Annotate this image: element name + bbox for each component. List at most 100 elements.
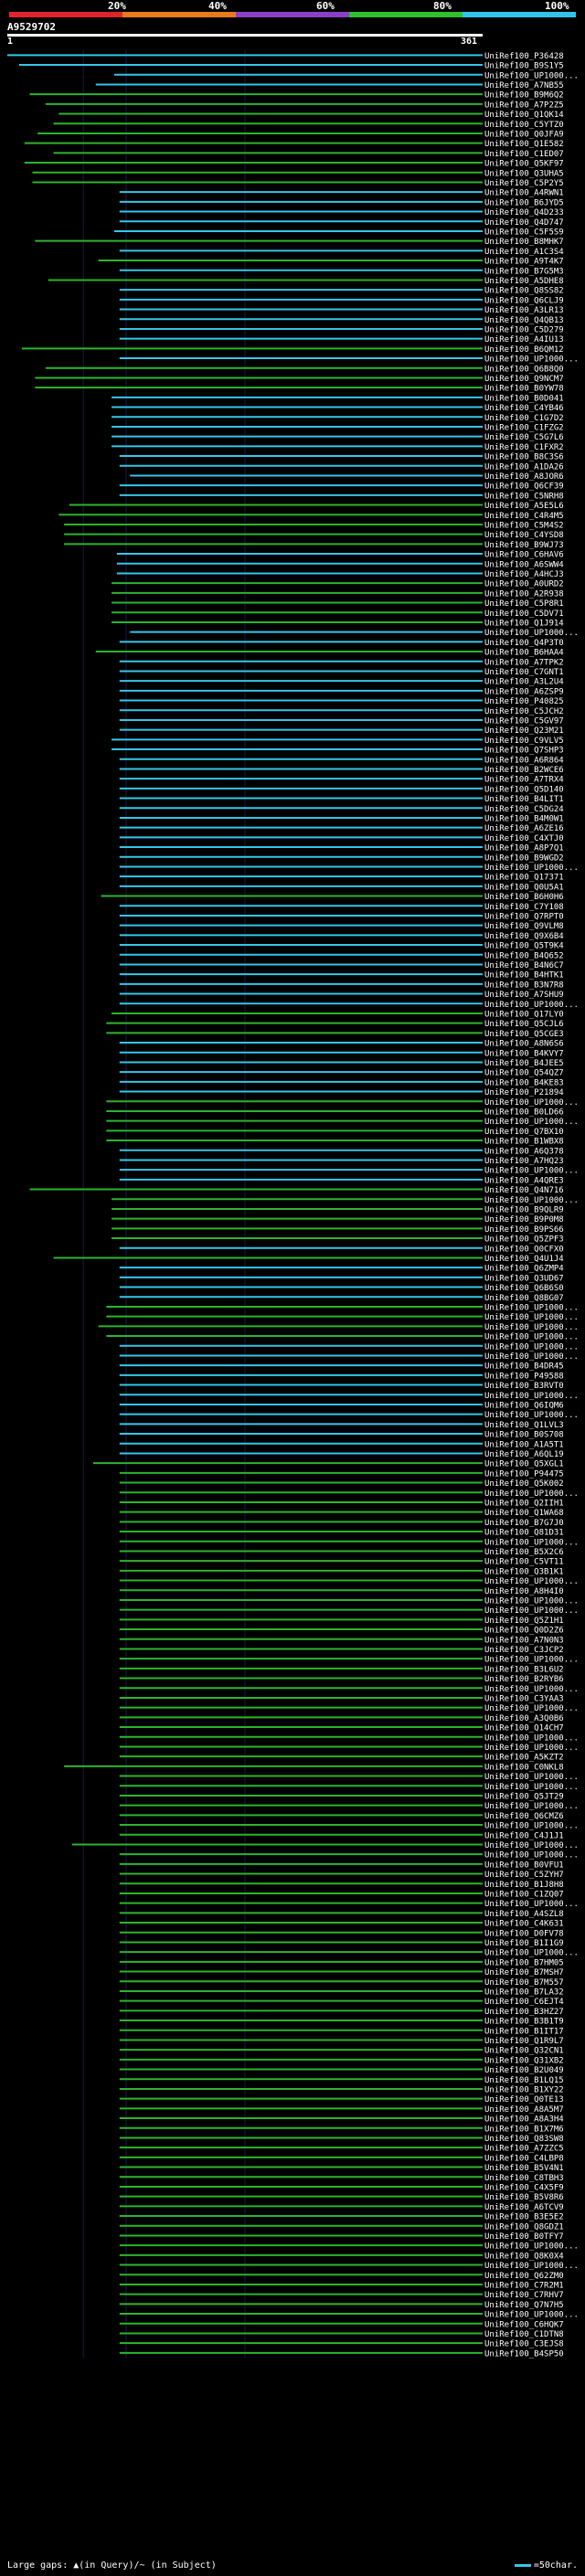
hit-label[interactable]: UniRef100_B3L6U2 [484, 1665, 564, 1674]
hit-label[interactable]: UniRef100_C3YAA3 [484, 1694, 564, 1703]
hit-label[interactable]: UniRef100_B2WCE6 [484, 766, 564, 775]
hit-label[interactable]: UniRef100_B7HM05 [484, 1958, 564, 1967]
hit-label[interactable]: UniRef100_Q5CJL6 [484, 1020, 564, 1029]
hit-label[interactable]: UniRef100_C9VLV5 [484, 737, 564, 746]
hit-label[interactable]: UniRef100_C5F5S9 [484, 228, 564, 237]
hit-label[interactable]: UniRef100_UP1000... [484, 1841, 579, 1850]
hit-label[interactable]: UniRef100_UP1000... [484, 1303, 579, 1312]
hit-label[interactable]: UniRef100_B1J8H8 [484, 1881, 564, 1890]
hit-label[interactable]: UniRef100_UP1000... [484, 71, 579, 80]
hit-label[interactable]: UniRef100_B6H0H6 [484, 893, 564, 902]
hit-label[interactable]: UniRef100_C6HQK7 [484, 2320, 564, 2329]
hit-label[interactable]: UniRef100_Q3B1K1 [484, 1567, 564, 1576]
hit-label[interactable]: UniRef100_Q8BG07 [484, 1294, 564, 1303]
hit-label[interactable]: UniRef100_Q5K002 [484, 1479, 564, 1489]
hit-label[interactable]: UniRef100_C5JCH2 [484, 707, 564, 716]
hit-label[interactable]: UniRef100_UP1000... [484, 1196, 579, 1205]
hit-label[interactable]: UniRef100_P49588 [484, 1372, 564, 1381]
hit-label[interactable]: UniRef100_C5G7L6 [484, 433, 564, 442]
hit-label[interactable]: UniRef100_C5NRH8 [484, 492, 564, 501]
hit-label[interactable]: UniRef100_B3E5E2 [484, 2213, 564, 2222]
hit-label[interactable]: UniRef100_A7N0N3 [484, 1636, 564, 1645]
hit-label[interactable]: UniRef100_Q5Z1H1 [484, 1617, 564, 1626]
hit-label[interactable]: UniRef100_UP1000... [484, 1802, 579, 1811]
hit-label[interactable]: UniRef100_UP1000... [484, 1118, 579, 1127]
hit-label[interactable]: UniRef100_Q0D2Z6 [484, 1627, 564, 1636]
hit-label[interactable]: UniRef100_B6JYD5 [484, 198, 564, 207]
hit-label[interactable]: UniRef100_A4IU13 [484, 335, 564, 345]
hit-label[interactable]: UniRef100_Q4D233 [484, 208, 564, 217]
hit-label[interactable]: UniRef100_B5V8R6 [484, 2193, 564, 2202]
hit-label[interactable]: UniRef100_A6Q378 [484, 1147, 564, 1156]
hit-label[interactable]: UniRef100_B3N7R8 [484, 981, 564, 990]
hit-label[interactable]: UniRef100_Q5JT29 [484, 1792, 564, 1801]
hit-label[interactable]: UniRef100_Q5D140 [484, 785, 564, 794]
hit-label[interactable]: UniRef100_B7G7J0 [484, 1519, 564, 1528]
hit-label[interactable]: UniRef100_B1WBX8 [484, 1138, 564, 1147]
hit-label[interactable]: UniRef100_Q5CGE3 [484, 1030, 564, 1039]
hit-label[interactable]: UniRef100_B4LIT1 [484, 795, 564, 804]
hit-label[interactable]: UniRef100_Q6CF39 [484, 482, 564, 492]
hit-label[interactable]: UniRef100_Q4QB13 [484, 316, 564, 325]
hit-label[interactable]: UniRef100_B4KE83 [484, 1078, 564, 1087]
hit-label[interactable]: UniRef100_B0YW78 [484, 385, 564, 394]
hit-label[interactable]: UniRef100_A6SWW4 [484, 560, 564, 569]
hit-label[interactable]: UniRef100_Q7N7H5 [484, 2301, 564, 2310]
hit-label[interactable]: UniRef100_UP1000... [484, 1822, 579, 1831]
hit-label[interactable]: UniRef100_Q17LY0 [484, 1010, 564, 1019]
hit-label[interactable]: UniRef100_B9P0M8 [484, 1215, 564, 1224]
hit-label[interactable]: UniRef100_C4J1J1 [484, 1831, 564, 1840]
hit-label[interactable]: UniRef100_UP1000... [484, 1596, 579, 1606]
hit-label[interactable]: UniRef100_A1C3S4 [484, 248, 564, 257]
hit-label[interactable]: UniRef100_C7R2M1 [484, 2281, 564, 2290]
hit-label[interactable]: UniRef100_B4DR45 [484, 1362, 564, 1372]
hit-label[interactable]: UniRef100_A6QL19 [484, 1450, 564, 1459]
hit-label[interactable]: UniRef100_A6ZSP9 [484, 687, 564, 696]
hit-label[interactable]: UniRef100_Q54QZ7 [484, 1069, 564, 1078]
hit-label[interactable]: UniRef100_Q8GDZ1 [484, 2222, 564, 2231]
hit-label[interactable]: UniRef100_A4HCJ3 [484, 570, 564, 579]
hit-label[interactable]: UniRef100_C5GV97 [484, 716, 564, 726]
hit-label[interactable]: UniRef100_C5D279 [484, 325, 564, 334]
hit-label[interactable]: UniRef100_A7HQ23 [484, 1157, 564, 1166]
hit-label[interactable]: UniRef100_A7TRX4 [484, 776, 564, 785]
hit-label[interactable]: UniRef100_Q5ZPF3 [484, 1235, 564, 1245]
hit-label[interactable]: UniRef100_C1FZG2 [484, 423, 564, 432]
hit-label[interactable]: UniRef100_UP1000... [484, 1538, 579, 1547]
hit-label[interactable]: UniRef100_Q0TE13 [484, 2095, 564, 2104]
hit-label[interactable]: UniRef100_Q6CLJ9 [484, 296, 564, 305]
hit-label[interactable]: UniRef100_Q0U5A1 [484, 883, 564, 892]
hit-label[interactable]: UniRef100_UP1000... [484, 1783, 579, 1792]
hit-label[interactable]: UniRef100_A4RWN1 [484, 189, 564, 198]
hit-label[interactable]: UniRef100_Q5XGL1 [484, 1460, 564, 1469]
hit-label[interactable]: UniRef100_B4M0W1 [484, 814, 564, 823]
hit-label[interactable]: UniRef100_A7SHU9 [484, 991, 564, 1000]
hit-label[interactable]: UniRef100_UP1000... [484, 1323, 579, 1332]
hit-label[interactable]: UniRef100_C5P8R1 [484, 599, 564, 609]
hit-label[interactable]: UniRef100_P36428 [484, 52, 564, 61]
hit-label[interactable]: UniRef100_B1X7M6 [484, 2125, 564, 2134]
hit-label[interactable]: UniRef100_C4LBP8 [484, 2154, 564, 2163]
hit-label[interactable]: UniRef100_A1A5T1 [484, 1440, 564, 1449]
hit-label[interactable]: UniRef100_UP1000... [484, 1949, 579, 1958]
hit-label[interactable]: UniRef100_C5P2Y5 [484, 179, 564, 188]
hit-label[interactable]: UniRef100_Q1R9L7 [484, 2037, 564, 2046]
hit-label[interactable]: UniRef100_UP1000... [484, 1606, 579, 1616]
hit-label[interactable]: UniRef100_C4YSD8 [484, 531, 564, 540]
hit-label[interactable]: UniRef100_C5DG24 [484, 805, 564, 814]
hit-label[interactable]: UniRef100_UP1000... [484, 1851, 579, 1860]
hit-label[interactable]: UniRef100_A9T4K7 [484, 258, 564, 267]
hit-label[interactable]: UniRef100_UP1000... [484, 1900, 579, 1909]
hit-label[interactable]: UniRef100_Q0JFA9 [484, 130, 564, 139]
hit-label[interactable]: UniRef100_UP1000... [484, 1411, 579, 1420]
hit-label[interactable]: UniRef100_Q9X6B4 [484, 932, 564, 941]
hit-label[interactable]: UniRef100_Q6B8Q0 [484, 365, 564, 374]
hit-label[interactable]: UniRef100_B4Q652 [484, 951, 564, 960]
hit-label[interactable]: UniRef100_B1XY22 [484, 2085, 564, 2094]
hit-label[interactable]: UniRef100_Q8SS82 [484, 287, 564, 296]
hit-label[interactable]: UniRef100_A2R938 [484, 589, 564, 599]
hit-label[interactable]: UniRef100_C7RHV7 [484, 2291, 564, 2300]
hit-label[interactable]: UniRef100_UP1000... [484, 1001, 579, 1010]
hit-label[interactable]: UniRef100_B4N6C7 [484, 961, 564, 970]
hit-label[interactable]: UniRef100_C3JCP2 [484, 1646, 564, 1655]
